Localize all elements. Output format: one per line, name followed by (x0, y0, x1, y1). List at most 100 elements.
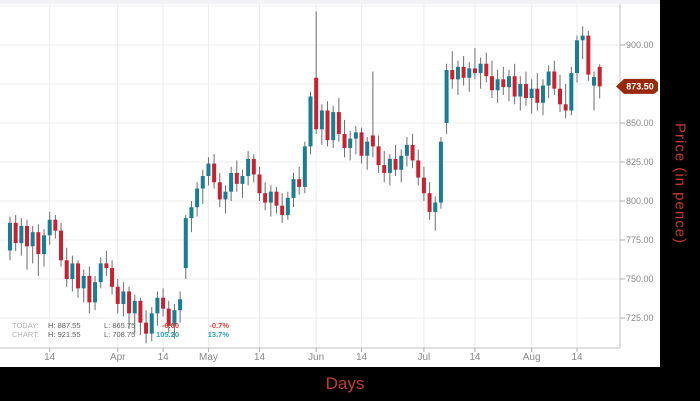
candle-up (455, 60, 460, 95)
candle-up (195, 182, 200, 217)
candlestick-chart[interactable]: 873.50 (0, 0, 660, 367)
candle-down (115, 279, 120, 314)
candle-down (127, 286, 132, 329)
candle-down (359, 127, 364, 164)
candle-up (444, 63, 449, 134)
candle-down (535, 73, 540, 111)
candle-up (206, 157, 211, 186)
candle-up (93, 275, 98, 311)
candle-down (257, 166, 262, 201)
top-strip (0, 0, 660, 4)
candle-down (166, 300, 171, 334)
candle-down (234, 160, 239, 192)
candle-up (8, 216, 12, 261)
candle-up (404, 137, 409, 167)
legend-high: H: 887.55 (48, 321, 81, 330)
candle-up (42, 229, 47, 267)
legend-low: L: 865.75 (104, 321, 136, 330)
legend-label: TODAY: (12, 321, 39, 330)
candle-up (399, 149, 404, 183)
candle-down (280, 193, 285, 223)
candle-up (155, 291, 160, 326)
candle-up (518, 76, 523, 111)
candle-up (223, 185, 228, 214)
legend-row-today: TODAY: H: 887.55 L: 865.75 -6.00 -0.7% (12, 321, 229, 330)
candle-up (98, 257, 103, 289)
summary-legend: TODAY: H: 887.55 L: 865.75 -6.00 -0.7% CHART… (12, 321, 229, 339)
candle-up (47, 211, 52, 245)
candle-up (172, 303, 177, 339)
candle-up (478, 57, 483, 89)
x-tick-label: 14 (253, 352, 266, 363)
candle-down (376, 135, 381, 173)
candle-up (387, 154, 392, 186)
candle-down (144, 310, 149, 344)
candle-down (370, 71, 375, 158)
candle-down (53, 215, 58, 239)
legend-high: H: 921.55 (48, 330, 81, 339)
legend-change-pct: 13.7% (207, 330, 229, 339)
candle-up (240, 169, 245, 198)
y-tick-label: 800.00 (626, 196, 654, 206)
candle-up (348, 130, 353, 161)
bottom-axis-band: Days (0, 367, 700, 401)
candle-down (274, 186, 279, 214)
candle-up (495, 69, 500, 103)
candle-up (178, 291, 183, 323)
x-tick-label: 14 (157, 352, 169, 363)
candle-up (438, 137, 443, 209)
legend-label: CHART: (12, 330, 39, 339)
x-tick-label: 14 (469, 352, 481, 363)
candle-down (342, 119, 347, 158)
candle-down (501, 66, 506, 95)
candle-up (319, 104, 324, 145)
candle-down (484, 52, 489, 83)
candle-up (529, 79, 534, 114)
candle-down (212, 154, 217, 189)
candle-down (410, 133, 415, 169)
legend-low: L: 708.75 (104, 330, 136, 339)
candle-down (450, 51, 455, 89)
candle-up (592, 71, 597, 111)
x-tick-label: Jul (417, 352, 431, 363)
x-tick-label: Aug (522, 352, 541, 363)
y-tick-label: 850.00 (626, 118, 654, 128)
candle-down (421, 166, 426, 201)
candle-down (336, 98, 341, 142)
candle-down (523, 71, 528, 106)
candle-down (64, 247, 69, 287)
candle-down (13, 215, 18, 251)
candle-down (393, 144, 398, 177)
candle-down (217, 172, 222, 208)
candle-down (461, 55, 466, 86)
candle-up (19, 218, 24, 256)
candle-up (30, 225, 35, 264)
legend-change-pct: -0.7% (209, 321, 229, 330)
candle-down (427, 182, 432, 220)
y-tick-label: 825.00 (626, 157, 654, 167)
candle-down (76, 260, 81, 298)
y-tick-label: 900.00 (626, 40, 654, 50)
candle-up (246, 151, 251, 186)
candle-down (325, 101, 330, 147)
legend-row-chart: CHART: H: 921.55 L: 708.75 105.20 13.7% (12, 330, 229, 339)
candle-up (506, 69, 511, 102)
candle-up (580, 26, 585, 60)
candle-down (563, 84, 568, 119)
candle-down (59, 222, 64, 267)
candle-down (263, 182, 268, 211)
candle-up (569, 66, 574, 116)
candle-up (285, 191, 290, 220)
candle-up (70, 255, 75, 292)
last-price-tag: 873.50 (616, 78, 658, 94)
candle-up (81, 269, 86, 303)
x-tick-label: May (198, 352, 218, 363)
candle-up (331, 105, 336, 148)
candle-up (365, 137, 370, 170)
candle-down (297, 166, 302, 195)
candle-up (268, 185, 273, 217)
candle-up (183, 215, 188, 279)
candle-up (189, 201, 194, 233)
candle-up (467, 62, 472, 92)
